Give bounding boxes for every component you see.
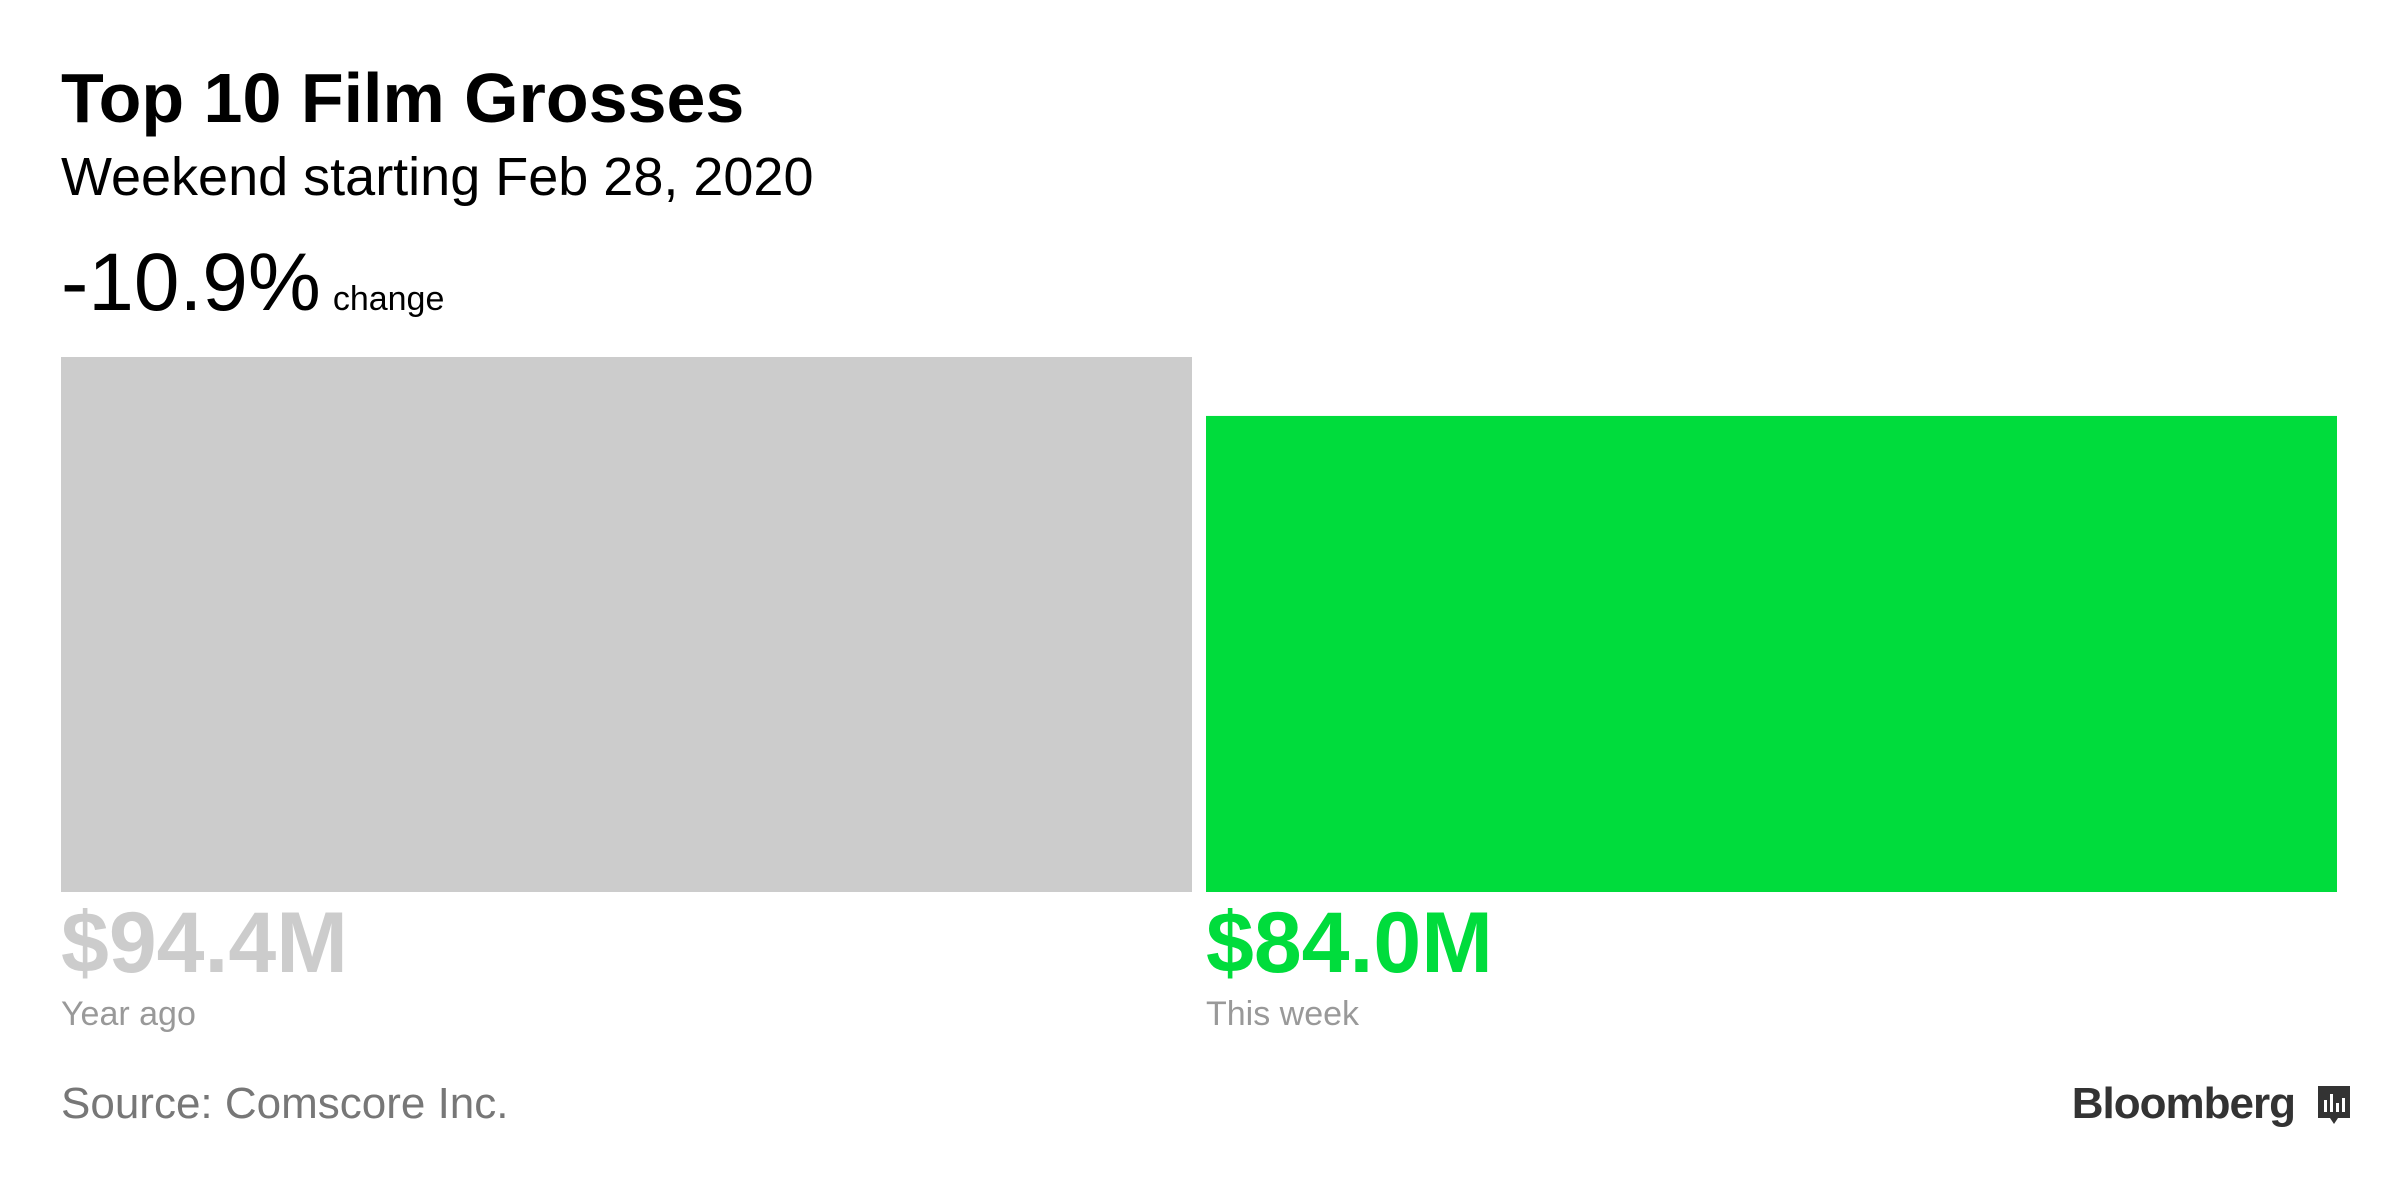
value-label: $94.4M (61, 895, 348, 991)
logo-icon (2318, 1086, 2350, 1124)
logo-icon-bar (2330, 1094, 2333, 1112)
logo-icon-bar (2324, 1100, 2327, 1112)
logo-icon-bar (2342, 1098, 2345, 1112)
category-label: This week (1206, 995, 1360, 1033)
logo-icon-shape (2318, 1086, 2350, 1124)
change-note: change (333, 280, 445, 318)
change-value: -10.9% (61, 237, 321, 328)
logo-icon-bar (2336, 1103, 2339, 1112)
bar (61, 357, 1192, 892)
chart-subtitle: Weekend starting Feb 28, 2020 (61, 147, 814, 207)
value-label: $84.0M (1206, 895, 1493, 991)
bar (1206, 415, 2337, 892)
chart-title: Top 10 Film Grosses (61, 59, 744, 137)
logo: Bloomberg (2072, 1079, 2295, 1128)
source: Source: Comscore Inc. (61, 1079, 509, 1128)
category-label: Year ago (61, 995, 196, 1033)
